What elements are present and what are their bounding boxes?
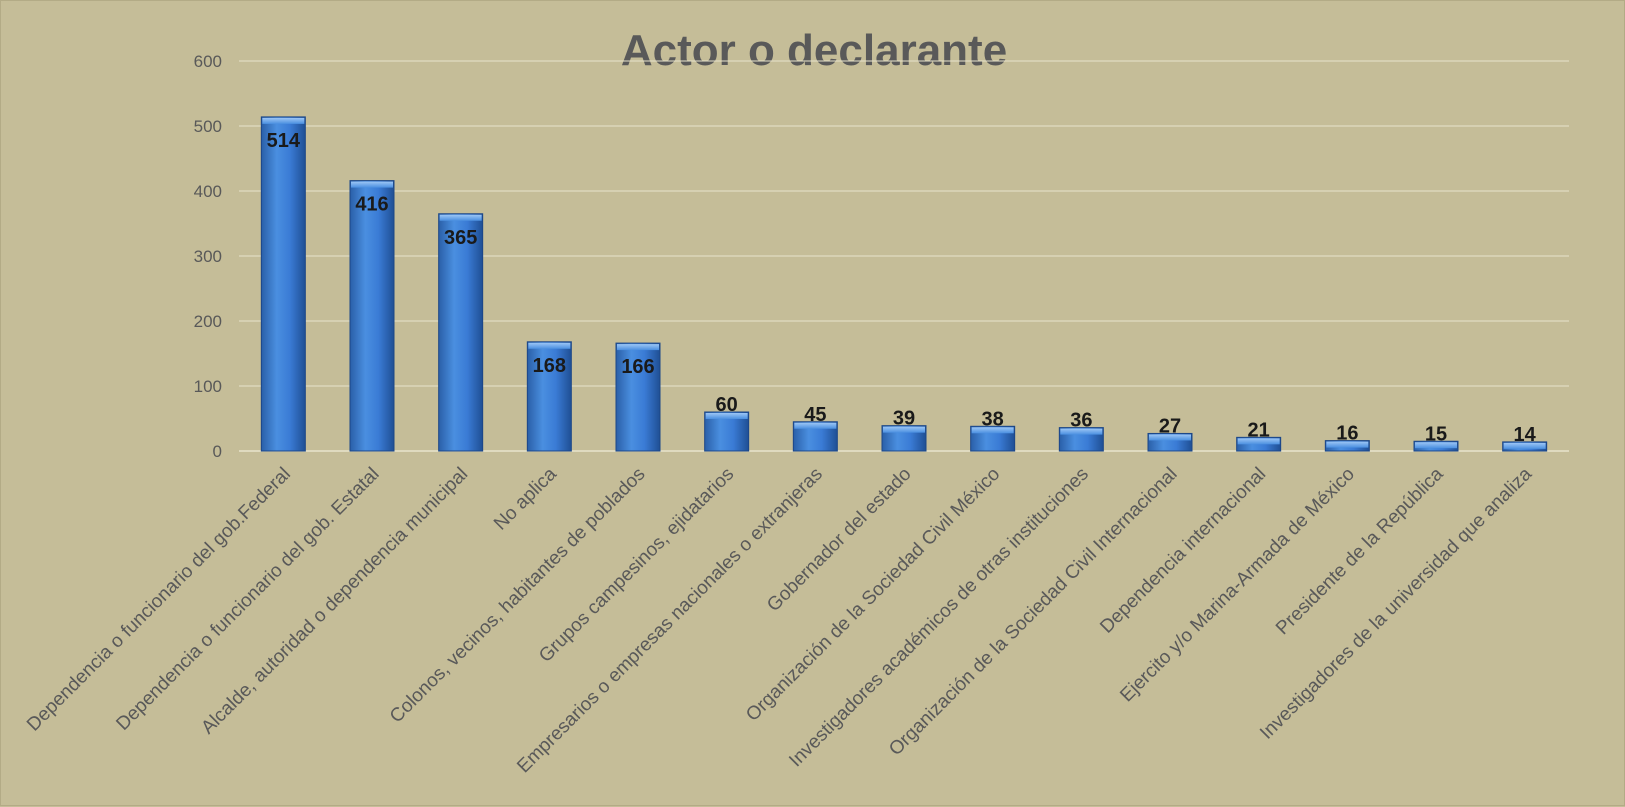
data-label: 39	[893, 408, 915, 430]
bar-highlight	[794, 422, 837, 429]
bar-highlight	[883, 426, 925, 433]
bar-highlight	[439, 214, 482, 221]
data-label: 166	[621, 356, 654, 378]
data-labels: 514 416 365 168 166 60 45 39 38 36 27 21 16 15 14	[267, 130, 1537, 446]
y-tick-label: 400	[194, 182, 222, 201]
data-label: 60	[716, 394, 738, 416]
bar-highlight	[1060, 428, 1103, 435]
bar-highlight	[1149, 434, 1191, 441]
bar-highlight	[351, 181, 393, 188]
y-tick-label: 300	[194, 247, 222, 266]
bars	[260, 116, 1548, 452]
y-tick-label: 600	[194, 52, 222, 71]
bar-highlight	[617, 344, 659, 351]
data-label: 365	[444, 227, 477, 249]
data-label: 27	[1159, 415, 1181, 437]
chart-title: Actor o declarante	[621, 26, 1007, 75]
x-tick-label: Gobernador del estado	[763, 464, 915, 616]
x-tick-label: Dependencia internacional	[1096, 464, 1270, 638]
data-label: 15	[1425, 423, 1447, 445]
bar	[438, 213, 484, 452]
data-label: 36	[1070, 410, 1092, 432]
x-axis-ticks: Dependencia o funcionario del gob.Federa…	[23, 463, 1536, 777]
bar-highlight	[262, 117, 305, 124]
x-tick-label: No aplica	[490, 463, 561, 534]
x-tick-label: Presidente de la República	[1272, 463, 1448, 639]
bar	[526, 341, 572, 452]
y-tick-label: 100	[194, 377, 222, 396]
data-label: 14	[1514, 424, 1537, 446]
bar	[615, 342, 661, 452]
x-tick-label: Grupos campesinos, ejidatarios	[535, 464, 738, 667]
data-label: 21	[1248, 419, 1270, 441]
bar	[260, 116, 306, 452]
y-tick-label: 500	[194, 117, 222, 136]
bar	[349, 180, 395, 452]
bar-highlight	[1326, 441, 1369, 448]
x-tick-label: Empresarios o empresas nacionales o extr…	[513, 464, 827, 778]
data-label: 38	[982, 408, 1004, 430]
data-label: 45	[804, 404, 826, 426]
data-label: 16	[1336, 423, 1358, 445]
bar-highlight	[705, 413, 748, 419]
data-label: 168	[533, 355, 566, 377]
y-tick-label: 200	[194, 312, 222, 331]
bar-highlight	[1415, 442, 1457, 449]
y-tick-label: 0	[213, 442, 222, 461]
bar-highlight	[1503, 442, 1546, 449]
data-label: 416	[355, 194, 388, 216]
data-label: 514	[267, 130, 301, 152]
bar-highlight	[1237, 438, 1280, 445]
y-axis-ticks: 0 100 200 300 400 500 600	[194, 52, 222, 461]
x-tick-label: Investigadores académicos de otras insti…	[785, 464, 1093, 772]
bar-highlight	[971, 427, 1014, 434]
bar-highlight	[528, 342, 571, 349]
